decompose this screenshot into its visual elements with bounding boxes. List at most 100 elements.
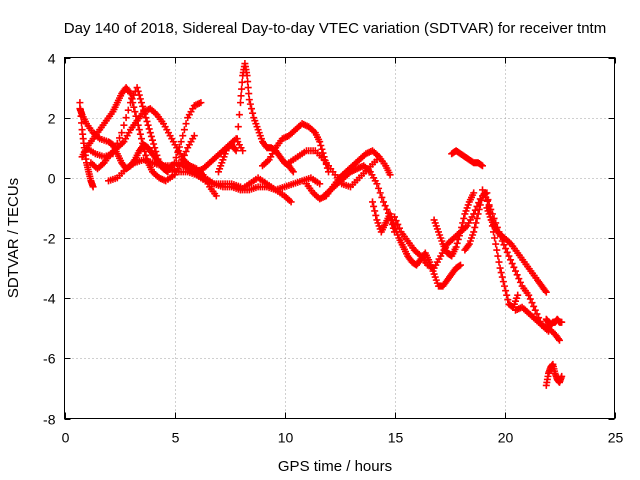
x-tick-label: 5 <box>172 430 180 446</box>
data-point <box>234 123 242 131</box>
data-point <box>130 103 138 111</box>
data-point <box>508 260 516 268</box>
data-point <box>533 310 541 318</box>
data-point <box>497 232 505 240</box>
data-point <box>472 219 480 227</box>
data-point <box>150 140 158 148</box>
data-point <box>479 162 486 170</box>
data-point <box>392 217 400 225</box>
data-point <box>512 267 519 275</box>
data-point <box>459 219 467 227</box>
data-point <box>457 261 464 269</box>
data-point <box>488 210 496 218</box>
data-point <box>554 335 562 343</box>
chart-title: Day 140 of 2018, Sidereal Day-to-day VTE… <box>64 20 606 37</box>
data-point <box>470 228 478 236</box>
data-point <box>179 132 187 140</box>
y-tick-label: -4 <box>43 291 56 307</box>
data-points <box>76 60 566 389</box>
data-point <box>479 186 486 194</box>
data-point <box>145 125 153 133</box>
data-point <box>497 269 505 277</box>
data-point <box>513 271 521 279</box>
data-point <box>491 234 499 242</box>
data-point <box>125 88 133 96</box>
tick-marks <box>64 57 616 420</box>
data-point <box>245 90 253 98</box>
series-track-r <box>461 189 522 311</box>
data-point <box>371 207 379 215</box>
data-point <box>249 109 257 117</box>
data-point <box>516 278 524 286</box>
data-point <box>146 129 154 137</box>
data-point <box>495 228 503 236</box>
data-point <box>496 264 504 272</box>
series-track-v <box>542 315 566 329</box>
x-tick-label: 15 <box>388 430 404 446</box>
data-point <box>237 99 244 107</box>
data-point <box>372 211 380 219</box>
data-point <box>500 241 508 249</box>
y-tick-label: 0 <box>48 171 56 187</box>
data-point <box>493 223 501 231</box>
data-point <box>455 232 463 240</box>
data-point <box>378 193 386 201</box>
data-point <box>460 214 468 222</box>
data-point <box>458 223 466 231</box>
data-point <box>127 99 134 107</box>
data-point <box>243 72 251 80</box>
data-point <box>147 132 155 140</box>
data-point <box>122 114 130 122</box>
x-tick-label: 25 <box>608 430 624 446</box>
data-point <box>182 148 190 156</box>
data-point <box>370 202 378 210</box>
data-point <box>237 92 245 100</box>
data-point <box>493 246 501 254</box>
data-point <box>239 147 247 155</box>
y-tick-label: 2 <box>48 111 56 127</box>
data-point <box>530 302 538 310</box>
data-point <box>490 214 498 222</box>
data-point <box>514 291 522 299</box>
data-point <box>317 141 325 149</box>
data-point <box>494 252 502 260</box>
data-point <box>235 111 243 119</box>
data-point <box>76 99 84 107</box>
data-point <box>452 243 460 251</box>
data-point <box>138 99 145 107</box>
data-point <box>558 318 566 326</box>
data-point <box>118 129 126 137</box>
series-track-i <box>237 174 324 194</box>
series-track-q <box>448 147 486 170</box>
data-point <box>386 171 394 179</box>
data-point <box>135 126 143 134</box>
data-point <box>541 287 549 295</box>
data-point <box>212 192 220 200</box>
x-tick-label: 0 <box>62 430 70 446</box>
series-track-w <box>542 360 566 389</box>
data-point <box>526 295 534 303</box>
y-axis-label: SDTVAR / TECUs <box>5 178 22 298</box>
data-point <box>483 197 491 205</box>
data-point <box>528 299 536 307</box>
data-point <box>395 224 403 232</box>
data-point <box>477 196 485 204</box>
data-point <box>245 96 253 104</box>
data-point <box>531 306 539 314</box>
data-point <box>542 288 550 296</box>
data-point <box>287 198 295 206</box>
tick-labels: 0 5 10 15 20 25 -8 -6 -4 -2 0 2 4 <box>43 51 623 446</box>
data-point <box>480 190 488 198</box>
x-tick-label: 20 <box>498 430 514 446</box>
data-point <box>502 287 510 295</box>
data-point <box>316 180 324 188</box>
data-point <box>138 135 145 143</box>
data-point <box>197 99 205 107</box>
data-point <box>136 130 144 138</box>
data-point <box>190 132 198 140</box>
data-point <box>457 228 464 236</box>
data-point <box>135 91 143 99</box>
data-point <box>505 252 513 260</box>
data-point <box>124 106 132 114</box>
data-point <box>487 205 495 213</box>
